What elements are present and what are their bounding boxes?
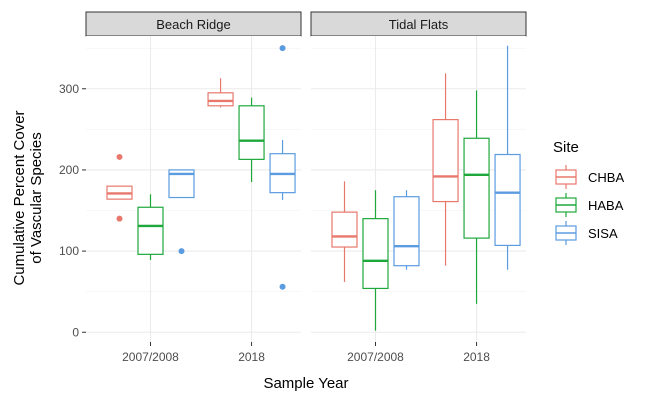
box-body [432, 119, 459, 203]
box-beach-ridge-2018-chba [207, 78, 234, 108]
legend-label-haba: HABA [588, 198, 624, 213]
y-tick-label: 0 [72, 325, 79, 339]
box-tidal-flats-2007-2008-sisa [393, 190, 420, 270]
box-tidal-flats-2018-haba [463, 90, 490, 304]
box-beach-ridge-2018-sisa [269, 45, 296, 290]
y-axis-title-line-1: Cumulative Percent Cover [11, 110, 28, 285]
x-tick-label: 2018 [238, 350, 265, 364]
y-tick-label: 100 [59, 244, 79, 258]
box-beach-ridge-2018-haba [238, 97, 265, 183]
x-tick-label: 2007/2008 [122, 350, 179, 364]
panel-background-tidal-flats [311, 36, 526, 342]
box-tidal-flats-2018-chba [432, 73, 459, 266]
box-body [137, 206, 164, 255]
y-axis: 0 100 200 300 [59, 82, 86, 339]
box-body [331, 211, 358, 248]
x-tick-label: 2018 [463, 350, 490, 364]
box-body [463, 137, 490, 239]
box-beach-ridge-2007-2008-sisa [168, 169, 195, 255]
outlier-point [178, 248, 185, 255]
facet-strip-beach-ridge [85, 11, 302, 37]
legend-title: Site [553, 139, 579, 156]
box-body [393, 196, 420, 267]
facet-strip-label-beach-ridge: Beach Ridge [156, 17, 230, 32]
box-body [238, 105, 265, 160]
x-tick-label: 2007/2008 [347, 350, 404, 364]
legend-key-haba: HABA [555, 193, 624, 217]
box-marks [106, 45, 521, 331]
box-tidal-flats-2018-sisa [494, 45, 521, 270]
box-tidal-flats-2007-2008-haba [362, 190, 389, 331]
outlier-point [116, 153, 123, 160]
y-tick-label: 300 [59, 82, 79, 96]
legend-label-sisa: SISA [588, 226, 618, 241]
x-axis: 2007/2008 2018 2007/2008 2018 [122, 342, 490, 364]
box-beach-ridge-2007-2008-haba [137, 194, 164, 261]
box-beach-ridge-2007-2008-chba [106, 153, 133, 222]
legend-label-chba: CHBA [588, 170, 624, 185]
box-body [207, 92, 234, 107]
y-axis-title-line-2: of Vascular Species [28, 132, 45, 263]
facet-strip-label-tidal-flats: Tidal Flats [389, 17, 449, 32]
outlier-point [279, 45, 286, 52]
outlier-point [116, 215, 123, 222]
outlier-point [279, 283, 286, 290]
box-tidal-flats-2007-2008-chba [331, 181, 358, 282]
box-body [494, 153, 521, 247]
y-axis-title: Cumulative Percent Cover of Vascular Spe… [11, 110, 45, 285]
legend-key-sisa: SISA [555, 221, 618, 245]
legend: Site CHBA HABA SISA [553, 139, 624, 245]
x-axis-title: Sample Year [263, 375, 348, 392]
box-body [362, 218, 389, 290]
legend-key-chba: CHBA [555, 165, 624, 189]
facet-panels: Beach Ridge Tidal Flats [85, 11, 527, 342]
y-tick-label: 200 [59, 163, 79, 177]
